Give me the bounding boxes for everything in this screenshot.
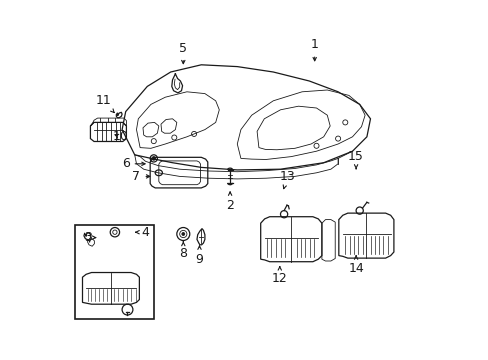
Circle shape <box>182 233 184 235</box>
Text: 9: 9 <box>195 246 203 266</box>
Text: 3: 3 <box>84 231 96 244</box>
Text: 5: 5 <box>179 42 187 64</box>
Text: 15: 15 <box>347 150 363 169</box>
Text: 13: 13 <box>279 170 295 189</box>
Text: 8: 8 <box>179 242 187 260</box>
Text: 11: 11 <box>95 94 114 113</box>
Text: 1: 1 <box>310 39 318 61</box>
Text: 6: 6 <box>122 157 145 170</box>
Text: 14: 14 <box>347 256 363 275</box>
Text: 7: 7 <box>132 170 149 183</box>
Text: 12: 12 <box>271 266 287 285</box>
Circle shape <box>152 157 155 160</box>
Text: 2: 2 <box>225 192 234 212</box>
Text: 10: 10 <box>112 130 128 143</box>
Text: 4: 4 <box>135 226 149 239</box>
